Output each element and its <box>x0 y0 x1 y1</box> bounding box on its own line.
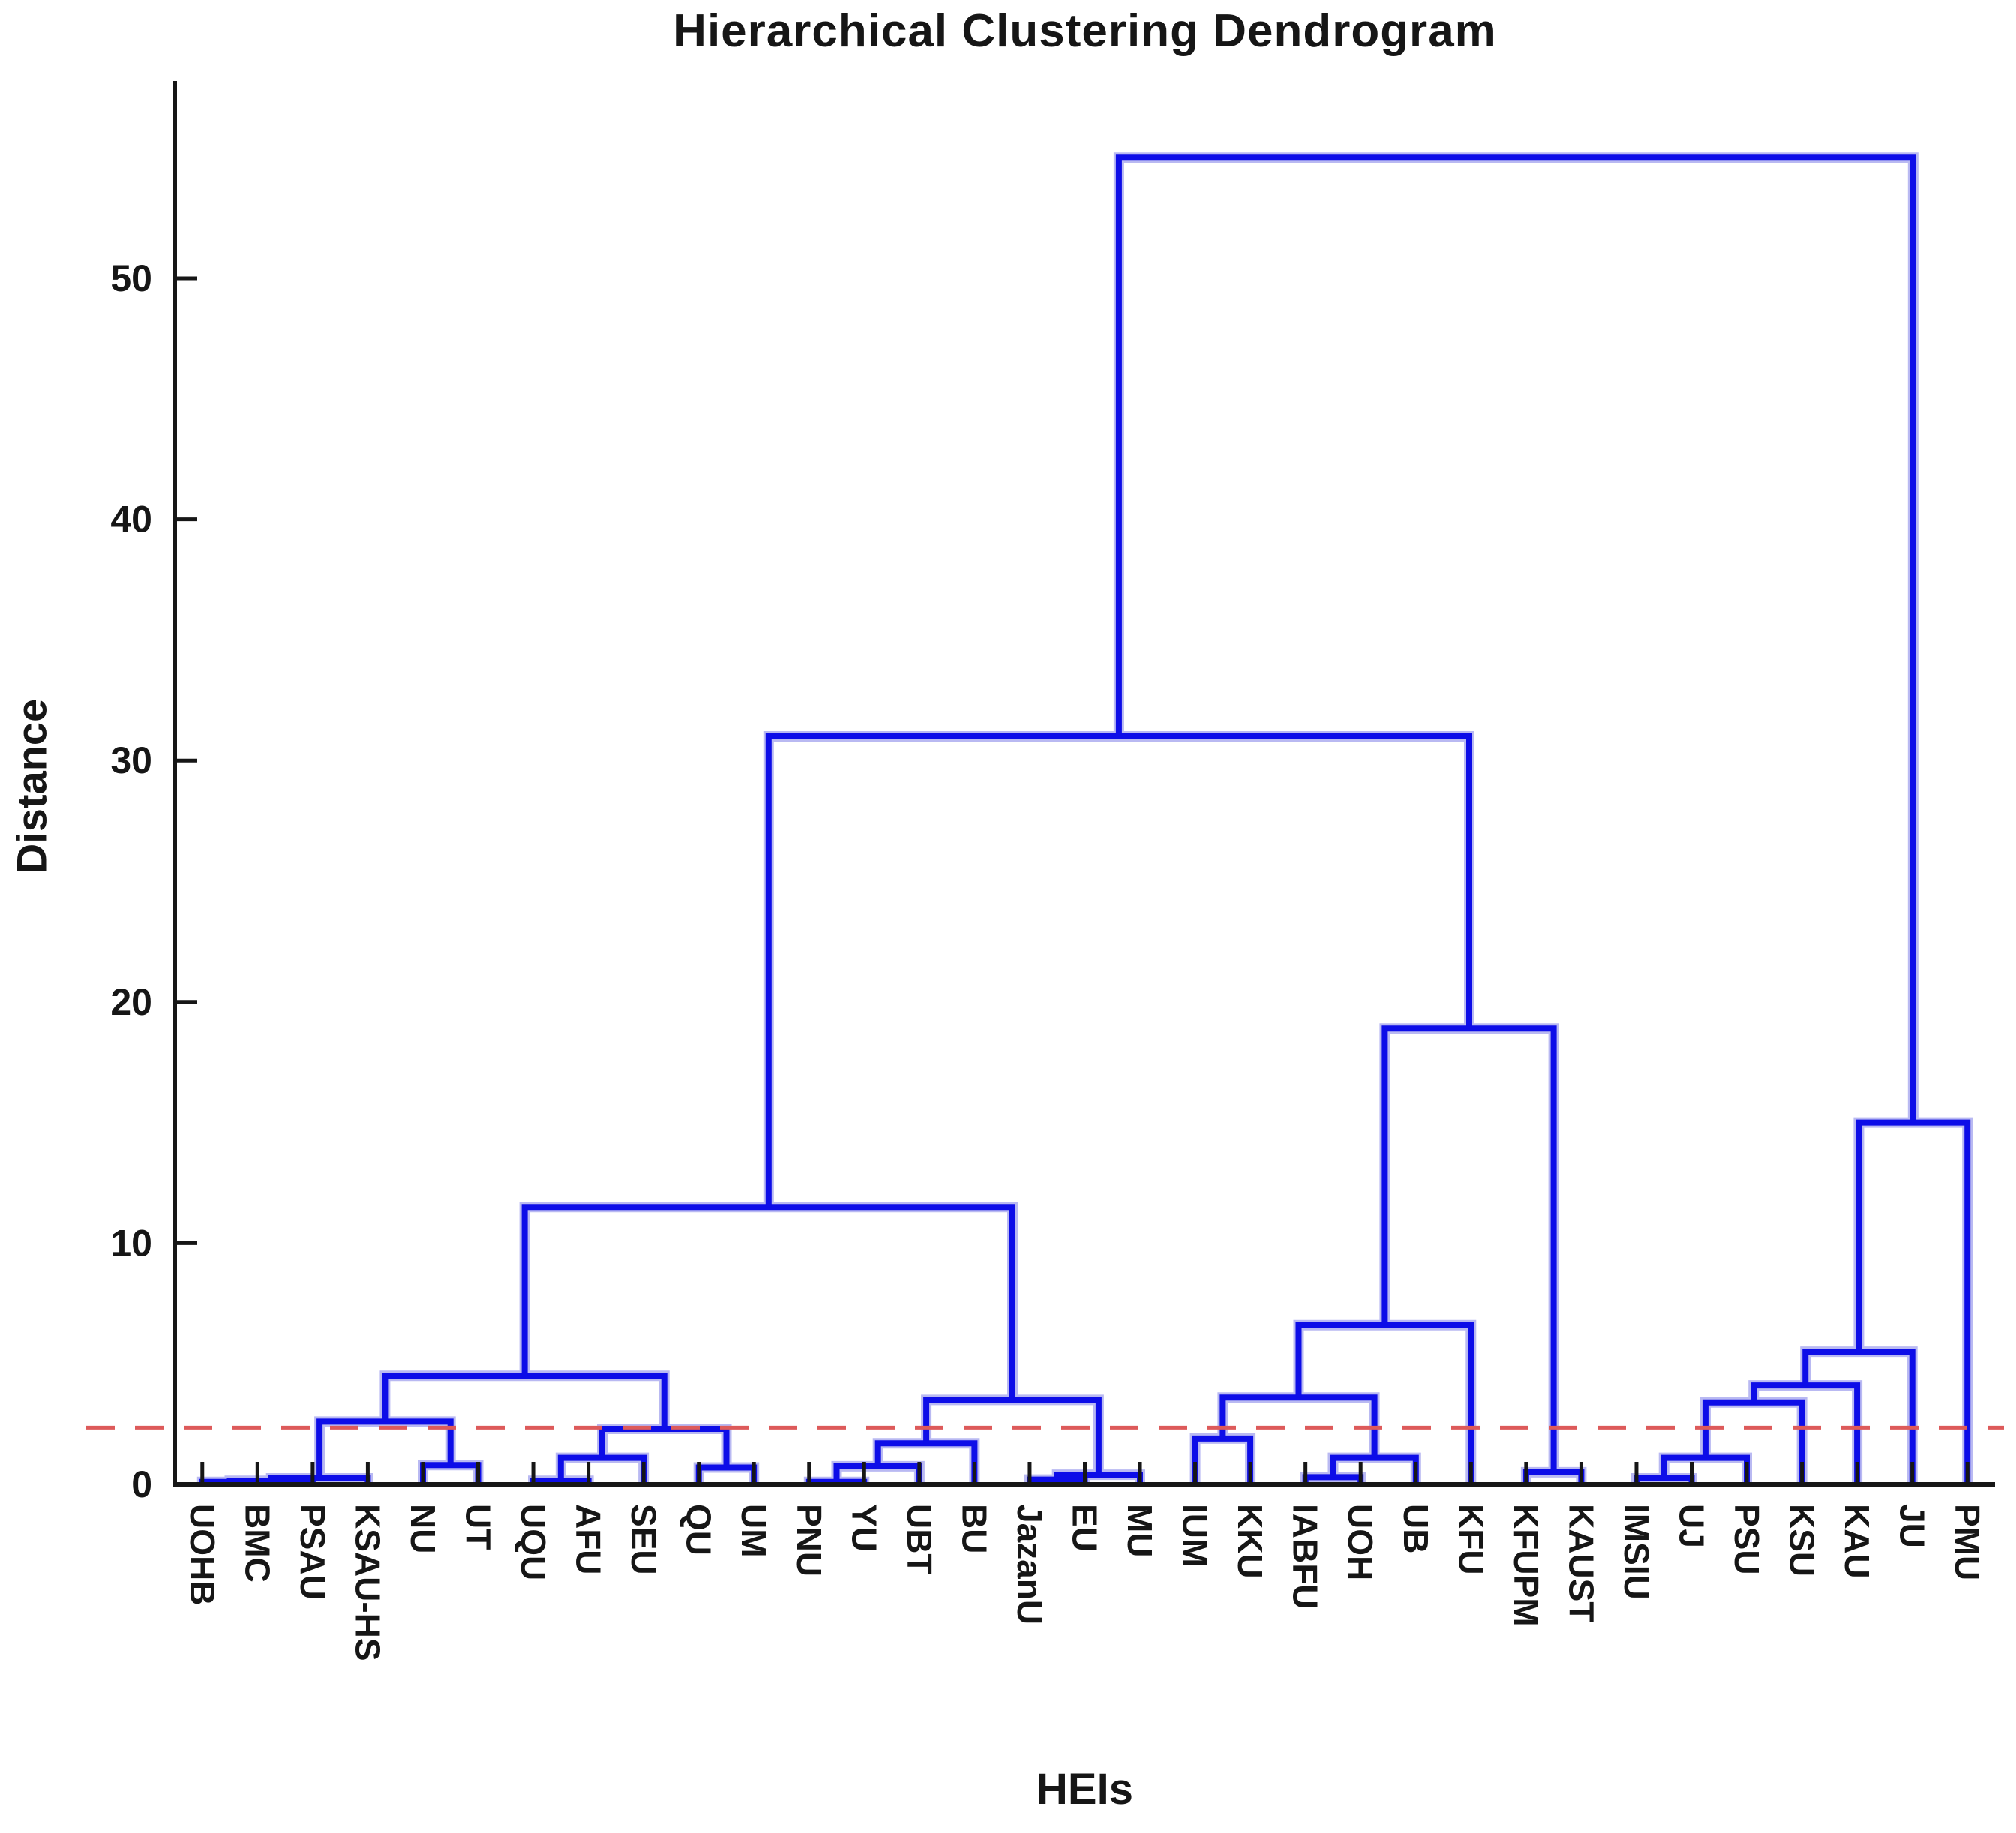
x-tick-label: UJ <box>1672 1504 1712 1548</box>
dendrogram-link <box>420 1462 482 1484</box>
y-tick-label: 40 <box>110 499 152 541</box>
x-tick-label: UB <box>1396 1504 1436 1553</box>
dendrogram-link-halo <box>763 731 1474 1208</box>
x-tick-label: MU <box>1120 1504 1160 1558</box>
x-tick-label: SEU <box>624 1504 663 1575</box>
x-tick-label: PSU <box>1727 1504 1766 1575</box>
y-tick-label: 10 <box>110 1222 152 1264</box>
dendrogram-link <box>765 734 1472 1208</box>
chart-title: Hierarchical Clustering Dendrogram <box>673 5 1497 57</box>
x-tick-label: BU <box>955 1504 994 1553</box>
x-tick-label: PMU <box>1948 1504 1987 1580</box>
x-tick-label: IMSIU <box>1617 1504 1656 1600</box>
x-tick-label: KSU <box>1783 1504 1822 1576</box>
x-tick-label: PSAU <box>293 1504 332 1600</box>
x-tick-label: UQU <box>514 1504 553 1580</box>
x-tick-label: UM <box>734 1504 773 1558</box>
dendrogram-link <box>923 1396 1102 1475</box>
dendrogram-link <box>1702 1399 1805 1484</box>
x-tick-label: IUM <box>1176 1504 1215 1567</box>
dendrogram-link <box>1192 1435 1254 1484</box>
x-tick-label: AFU <box>569 1504 608 1575</box>
x-tick-label: UOHB <box>183 1504 222 1605</box>
dendrogram-link-halo <box>1113 152 1918 1123</box>
x-tick-label: UOH <box>1341 1504 1380 1580</box>
x-tick-label: KAU <box>1838 1504 1876 1579</box>
x-tick-label: KFU <box>1451 1504 1490 1575</box>
dendrogram-link <box>1115 154 1916 1123</box>
x-tick-label: EU <box>1066 1504 1105 1552</box>
x-tick-label: JazanU <box>1010 1504 1049 1624</box>
x-tick-label: KAUST <box>1562 1504 1600 1622</box>
x-tick-label: UBT <box>900 1504 939 1575</box>
x-tick-label: KFUPM <box>1507 1504 1546 1627</box>
dendrogram-link <box>695 1464 758 1484</box>
x-tick-label: QU <box>680 1504 718 1556</box>
x-tick-label: KSAU-HS <box>348 1504 387 1661</box>
x-tick-label: NU <box>404 1504 442 1553</box>
y-tick-label: 0 <box>131 1463 152 1505</box>
x-tick-label: BMC <box>238 1504 277 1582</box>
x-tick-label: UT <box>459 1504 498 1550</box>
dendrogram-link-halo <box>1700 1396 1808 1484</box>
x-tick-label: PNU <box>790 1504 829 1576</box>
x-axis-label: HEIs <box>1036 1765 1133 1814</box>
x-tick-label: IABFU <box>1286 1504 1325 1610</box>
x-tick-label: YU <box>844 1504 884 1552</box>
x-tick-label: KKU <box>1231 1504 1270 1579</box>
x-tick-label: JU <box>1893 1504 1932 1548</box>
dendrogram-link-halo <box>921 1394 1104 1475</box>
y-tick-label: 50 <box>110 257 152 299</box>
y-tick-label: 20 <box>110 981 152 1023</box>
y-tick-label: 30 <box>110 740 152 782</box>
dendrogram-link-halo <box>1190 1432 1256 1484</box>
